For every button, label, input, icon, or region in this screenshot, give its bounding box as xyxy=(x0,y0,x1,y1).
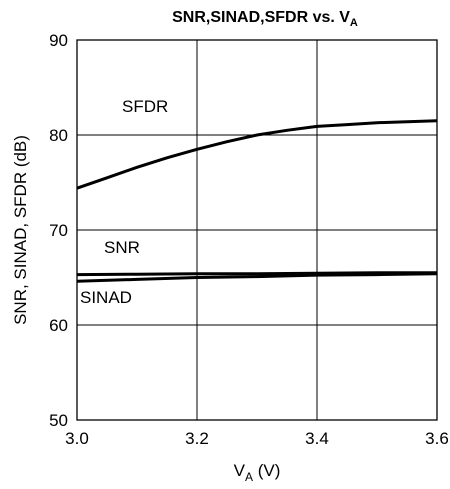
series-line-sinad xyxy=(76,272,438,283)
y-tick-label: 80 xyxy=(49,126,68,145)
series-layer xyxy=(76,119,438,283)
x-tick-label: 3.4 xyxy=(305,429,329,448)
y-tick-label: 60 xyxy=(49,316,68,335)
x-axis-label-main: V xyxy=(234,461,246,480)
chart-title-main: SNR,SINAD,SFDR vs. V xyxy=(172,9,350,26)
series-label-sfdr: SFDR xyxy=(122,97,168,116)
x-axis-label-subscript: A xyxy=(245,470,253,484)
y-axis-label: SNR, SINAD, SFDR (dB) xyxy=(11,135,30,325)
series-label-snr: SNR xyxy=(104,238,140,257)
x-tick-label: 3.6 xyxy=(425,429,449,448)
x-axis-label: VA (V) xyxy=(234,461,281,484)
x-tick-label: 3.2 xyxy=(185,429,209,448)
x-axis-label-unit: (V) xyxy=(253,461,280,480)
y-tick-label: 70 xyxy=(49,221,68,240)
y-tick-labels: 50 60 70 80 90 xyxy=(49,31,68,430)
x-tick-label: 3.0 xyxy=(65,429,89,448)
y-tick-label: 90 xyxy=(49,31,68,50)
x-tick-labels: 3.0 3.2 3.4 3.6 xyxy=(65,429,449,448)
series-label-sinad: SINAD xyxy=(80,288,132,307)
series-line-sfdr xyxy=(76,119,438,190)
y-tick-label: 50 xyxy=(49,411,68,430)
grid xyxy=(77,40,437,420)
series-line-snr xyxy=(76,271,437,277)
chart-title-subscript: A xyxy=(350,17,358,29)
chart-title: SNR,SINAD,SFDR vs. VA xyxy=(172,9,358,29)
annotation-layer: SFDR SNR SINAD xyxy=(80,97,168,307)
